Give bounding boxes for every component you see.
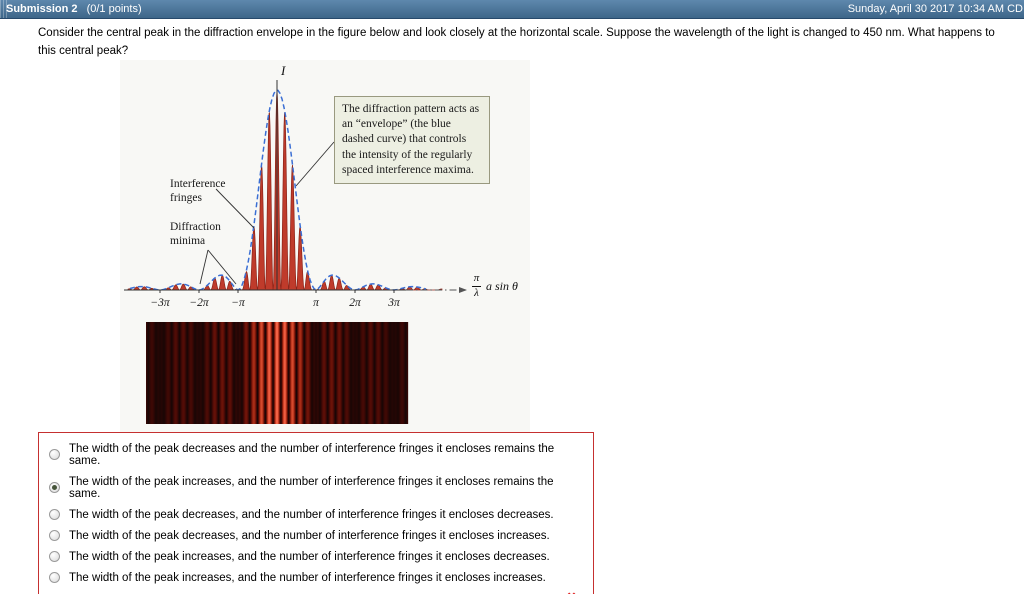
answer-option[interactable]: The width of the peak increases, and the… bbox=[47, 471, 585, 504]
svg-text:I: I bbox=[280, 63, 286, 78]
figure-callout: The diffraction pattern acts as an “enve… bbox=[334, 96, 490, 184]
answer-option-label: The width of the peak increases, and the… bbox=[69, 571, 546, 584]
svg-text:3π: 3π bbox=[387, 297, 401, 309]
answer-option[interactable]: The width of the peak decreases, and the… bbox=[47, 525, 585, 546]
fraction-bar bbox=[472, 285, 481, 287]
answer-box: The width of the peak decreases and the … bbox=[38, 432, 594, 594]
header-bar: Submission 2 (0/1 points) Sunday, April … bbox=[0, 0, 1024, 19]
label-diffraction-minima: Diffraction minima bbox=[170, 221, 221, 248]
answer-option-label: The width of the peak decreases and the … bbox=[69, 442, 555, 467]
axis-label-lambda: λ bbox=[474, 287, 479, 299]
radio-button[interactable] bbox=[49, 449, 60, 460]
header-stripes-decoration bbox=[0, 0, 9, 18]
question-text: Consider the central peak in the diffrac… bbox=[38, 27, 995, 57]
answer-option-label: The width of the peak decreases, and the… bbox=[69, 529, 550, 542]
header-left: Submission 2 (0/1 points) bbox=[0, 3, 142, 15]
answer-option[interactable]: The width of the peak increases, and the… bbox=[47, 567, 585, 588]
diffraction-figure: I −3π −2π −π π 2π 3π The diffraction pattern a… bbox=[120, 60, 530, 432]
submission-title: Submission 2 bbox=[6, 3, 78, 15]
x-axis-label: π λ a sin θ bbox=[472, 273, 518, 299]
radio-button[interactable] bbox=[49, 551, 60, 562]
diffraction-plot: I −3π −2π −π π 2π 3π bbox=[124, 63, 467, 424]
svg-text:−π: −π bbox=[231, 297, 246, 309]
answer-option-label: The width of the peak increases, and the… bbox=[69, 550, 550, 563]
label-interference-fringes: Interference fringes bbox=[170, 178, 226, 205]
header-timestamp: Sunday, April 30 2017 10:34 AM CD bbox=[847, 3, 1023, 15]
svg-text:π: π bbox=[313, 297, 320, 309]
radio-button[interactable] bbox=[49, 572, 60, 583]
radio-button[interactable] bbox=[49, 482, 60, 493]
answer-option[interactable]: The width of the peak decreases, and the… bbox=[47, 504, 585, 525]
radio-button[interactable] bbox=[49, 530, 60, 541]
svg-text:−2π: −2π bbox=[189, 297, 210, 309]
incorrect-mark: ✖ bbox=[47, 588, 585, 594]
answer-option-label: The width of the peak increases, and the… bbox=[69, 475, 554, 500]
axis-label-asintheta: a sin θ bbox=[486, 278, 518, 293]
radio-button[interactable] bbox=[49, 509, 60, 520]
answer-option-label: The width of the peak decreases, and the… bbox=[69, 508, 554, 521]
fraction: π λ bbox=[472, 273, 481, 299]
answer-option[interactable]: The width of the peak decreases and the … bbox=[47, 438, 585, 471]
axis-label-pi: π bbox=[473, 272, 480, 284]
answer-option[interactable]: The width of the peak increases, and the… bbox=[47, 546, 585, 567]
submission-points: (0/1 points) bbox=[86, 3, 142, 15]
svg-text:−3π: −3π bbox=[150, 297, 171, 309]
svg-text:2π: 2π bbox=[349, 297, 362, 309]
